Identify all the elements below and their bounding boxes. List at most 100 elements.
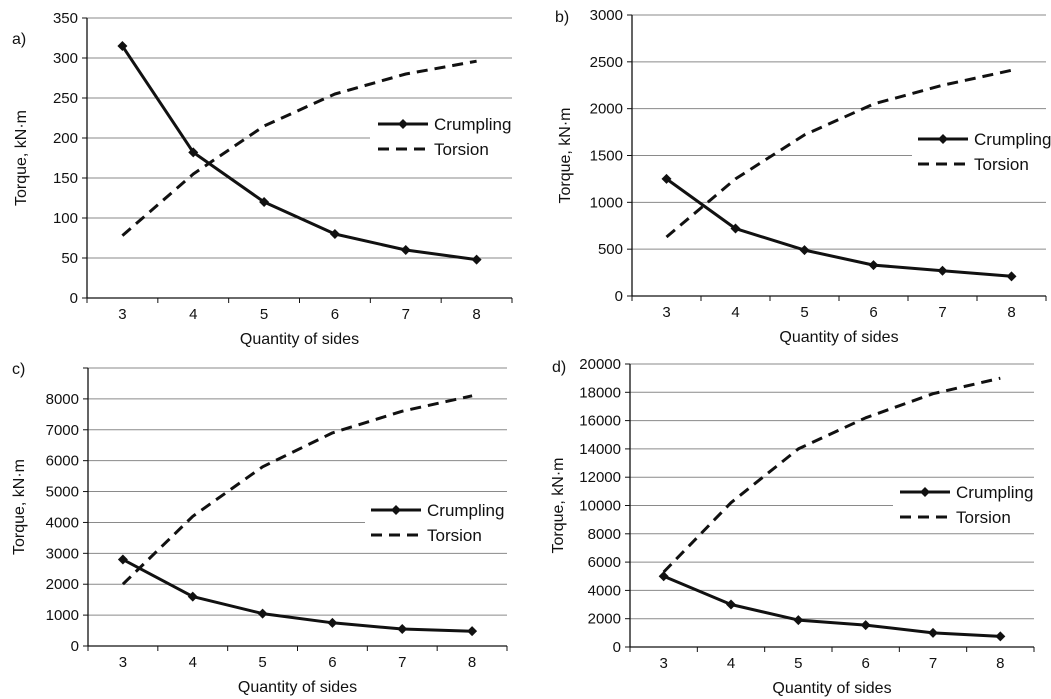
x-tick-label: 5 (258, 654, 266, 671)
y-tick-label: 0 (613, 639, 621, 656)
legend-label-crumpling: Crumpling (434, 115, 511, 134)
data-point-crumpling (257, 608, 268, 619)
y-tick-label: 1500 (590, 148, 623, 165)
x-tick-label: 4 (731, 304, 739, 321)
x-tick-label: 5 (260, 306, 268, 323)
legend-label-crumpling: Crumpling (974, 130, 1051, 149)
y-tick-label: 5000 (46, 484, 79, 501)
x-tick-label: 4 (189, 306, 197, 323)
y-tick-label: 4000 (588, 582, 621, 599)
legend-background (893, 478, 1034, 526)
data-point-crumpling (658, 571, 669, 582)
chart-panel-a: 0 50 100 150 200 250 300 350 3 4 5 6 7 8 Quantity of s… (12, 10, 513, 348)
series-line-torsion (662, 376, 1001, 574)
series-line-torsion (121, 59, 477, 237)
y-tick-label: 150 (53, 170, 78, 187)
data-point-crumpling (188, 147, 199, 158)
data-point-crumpling (259, 197, 270, 207)
legend-label-torsion: Torsion (434, 140, 489, 159)
y-tick-label: 12000 (579, 469, 621, 486)
y-tick-label: 7000 (46, 422, 79, 439)
y-tick-label: 10000 (579, 498, 621, 515)
chart-panel-c: 0 1000 2000 3000 4000 5000 6000 7000 8000 3 4 5 6 7 8 Q… (11, 361, 508, 696)
y-axis-title: Torque, kN·m (11, 459, 28, 555)
series-line-crumpling (665, 177, 1012, 278)
x-tick-label: 4 (189, 654, 197, 671)
x-tick-label: 6 (331, 306, 339, 323)
data-point-crumpling (868, 260, 879, 271)
x-axis-title: Quantity of sides (240, 331, 359, 348)
y-tick-label: 1000 (590, 194, 623, 211)
y-tick-label: 8000 (588, 526, 621, 543)
y-axis-title: Torque, kN·m (557, 107, 574, 203)
data-point-crumpling (995, 631, 1006, 642)
x-tick-label: 8 (996, 655, 1004, 672)
y-tick-label: 0 (615, 288, 623, 305)
y-tick-label: 50 (61, 250, 78, 267)
x-tick-label: 6 (328, 654, 336, 671)
panel-label: a) (12, 31, 26, 48)
x-axis-title: Quantity of sides (779, 329, 898, 346)
x-tick-label: 5 (800, 304, 808, 321)
legend-label-torsion: Torsion (974, 155, 1029, 174)
legend: Crumpling Torsion (912, 125, 1051, 174)
y-tick-label: 2000 (590, 101, 623, 118)
y-tick-label: 2000 (46, 576, 79, 593)
data-point-crumpling (471, 254, 482, 265)
y-tick-label: 250 (53, 90, 78, 107)
legend: Crumpling Torsion (370, 110, 512, 159)
data-point-crumpling (928, 627, 938, 638)
y-tick-label: 18000 (579, 384, 621, 401)
panel-label: d) (552, 359, 566, 376)
x-tick-label: 8 (1007, 304, 1015, 321)
series-line-torsion (665, 68, 1012, 239)
x-tick-label: 7 (398, 654, 406, 671)
y-tick-label: 350 (53, 10, 78, 27)
legend-marker-crumpling (920, 487, 930, 497)
chart-panel-d: 0 2000 4000 6000 8000 10000 12000 14000 16000 180… (550, 356, 1035, 697)
data-point-crumpling (726, 599, 736, 610)
y-tick-label: 2000 (588, 611, 621, 628)
legend-background (912, 125, 1046, 173)
data-point-crumpling (400, 245, 411, 255)
x-axis-title: Quantity of sides (772, 680, 891, 697)
y-tick-label: 20000 (579, 356, 621, 373)
y-tick-label: 8000 (46, 391, 79, 408)
chart-panel-b: 0 500 1000 1500 2000 2500 3000 3 4 5 6 7 8 Quantity o… (555, 7, 1051, 346)
x-tick-label: 8 (472, 306, 480, 323)
legend-marker-crumpling (938, 134, 948, 144)
series-line-crumpling (663, 574, 1001, 638)
data-point-crumpling (117, 41, 128, 51)
y-axis-title: Torque, kN·m (550, 457, 567, 553)
y-tick-label: 100 (53, 210, 78, 227)
y-axis-title: Torque, kN·m (13, 110, 30, 206)
y-tick-label: 0 (71, 638, 79, 655)
y-tick-label: 300 (53, 50, 78, 67)
data-point-crumpling (117, 554, 128, 565)
data-point-crumpling (793, 615, 804, 626)
legend-label-torsion: Torsion (956, 508, 1011, 527)
legend-background (365, 496, 507, 544)
legend: Crumpling Torsion (893, 478, 1034, 527)
data-point-crumpling (187, 591, 198, 602)
legend-background (370, 110, 512, 158)
y-tick-label: 4000 (46, 514, 79, 531)
x-tick-label: 6 (861, 655, 869, 672)
y-tick-label: 6000 (588, 554, 621, 571)
y-tick-label: 1000 (46, 607, 79, 624)
y-tick-label: 500 (598, 241, 623, 258)
legend-label-crumpling: Crumpling (427, 501, 504, 520)
data-point-crumpling (327, 617, 338, 628)
legend-label-crumpling: Crumpling (956, 483, 1033, 502)
y-tick-label: 14000 (579, 441, 621, 458)
x-tick-label: 4 (727, 655, 735, 672)
y-tick-label: 2500 (590, 54, 623, 71)
data-point-crumpling (397, 624, 408, 635)
data-point-crumpling (799, 245, 810, 256)
y-tick-label: 6000 (46, 453, 79, 470)
x-tick-label: 3 (118, 306, 126, 323)
data-point-crumpling (730, 223, 741, 234)
legend: Crumpling Torsion (365, 496, 507, 545)
legend-label-torsion: Torsion (427, 526, 482, 545)
